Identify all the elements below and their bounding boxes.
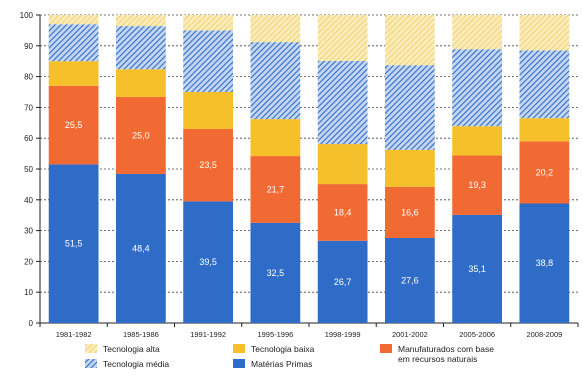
- bar-value-label: 27,6: [401, 275, 419, 285]
- bar-segment: [519, 50, 570, 119]
- bar-segment: [115, 69, 166, 97]
- bar-segment: [519, 118, 570, 142]
- bar-value-label: 48,4: [132, 243, 150, 253]
- legend-entry: Tecnologia alta: [85, 344, 160, 354]
- bar-segment: [48, 15, 99, 25]
- bar-segment: [48, 24, 99, 62]
- bar-segment: [183, 128, 234, 202]
- bar-value-label: 25,0: [132, 130, 150, 140]
- data-labels: 51,5 25,5 48,4 25,0 39,5 23,5 32,5 21,7 26,7 18,4…: [65, 120, 553, 287]
- legend-swatch: [233, 344, 245, 353]
- legend-label: Manufaturados com base: [398, 344, 494, 354]
- legend-label: Matérias Primas: [251, 359, 312, 369]
- x-tick-label: 2001-2002: [392, 330, 428, 339]
- y-tick-label: 100: [20, 11, 34, 20]
- bar-segment: [115, 173, 166, 323]
- bar-segment: [452, 49, 503, 127]
- legend-swatch: [85, 344, 97, 353]
- bar-value-label: 26,7: [334, 277, 352, 287]
- bar-value-label: 18,4: [334, 207, 352, 217]
- x-tick-label: 1981-1982: [56, 330, 92, 339]
- bar-segment: [183, 15, 234, 31]
- y-tick-label: 30: [24, 227, 33, 236]
- bar-value-label: 16,6: [401, 207, 419, 217]
- bar-segment: [250, 222, 301, 323]
- bar-segment: [317, 60, 368, 145]
- legend: Tecnologia alta Tecnologia baixa Manufatur…: [85, 344, 494, 369]
- bar-segment: [452, 155, 503, 215]
- bar-segment: [317, 184, 368, 241]
- legend-entry: Tecnologia baixa: [233, 344, 315, 354]
- legend-label: Tecnologia alta: [103, 344, 160, 354]
- bar-segment: [250, 156, 301, 223]
- y-tick-label: 90: [24, 42, 33, 51]
- bar-segment: [384, 186, 435, 238]
- legend-swatch: [380, 344, 392, 353]
- bar-segment: [250, 119, 301, 157]
- bar-value-label: 21,7: [267, 184, 285, 194]
- bar-segment: [519, 15, 570, 51]
- bar-segment: [384, 65, 435, 150]
- bar-segment: [452, 214, 503, 323]
- y-tick-label: 80: [24, 73, 33, 82]
- bar-segment: [183, 30, 234, 92]
- axes: 0 10 20 30 40 50 60 70 80 90 100 1981-1982 1985-1986…: [20, 11, 579, 339]
- y-tick-label: 10: [24, 288, 33, 297]
- x-tick-label: 2005-2006: [459, 330, 495, 339]
- bar-segment: [519, 141, 570, 204]
- y-tick-label: 40: [24, 196, 33, 205]
- bar-segment: [317, 240, 368, 323]
- x-tick-label: 1991-1992: [190, 330, 226, 339]
- bar-segment: [48, 85, 99, 165]
- bar-segment: [384, 149, 435, 187]
- bar-segment: [115, 26, 166, 70]
- legend-swatch: [233, 359, 245, 368]
- bar-segment: [384, 15, 435, 66]
- y-tick-label: 50: [24, 165, 33, 174]
- bar-value-label: 39,5: [199, 257, 217, 267]
- bar-value-label: 38,8: [536, 258, 554, 268]
- y-tick-label: 60: [24, 134, 33, 143]
- legend-swatch: [85, 359, 97, 368]
- legend-label: Tecnologia média: [103, 359, 169, 369]
- bar-segment: [452, 15, 503, 50]
- bar-segment: [384, 237, 435, 323]
- bar-value-label: 23,5: [199, 160, 217, 170]
- legend-label: Tecnologia baixa: [251, 344, 315, 354]
- x-tick-label: 2008-2009: [526, 330, 562, 339]
- bar-segment: [48, 164, 99, 323]
- bar-value-label: 25,5: [65, 120, 83, 130]
- bar-value-label: 32,5: [267, 268, 285, 278]
- bar-segment: [115, 96, 166, 174]
- bar-value-label: 20,2: [536, 167, 554, 177]
- bar-segment: [48, 61, 99, 86]
- bars: [48, 15, 570, 323]
- bar-segment: [250, 15, 301, 43]
- x-tick-label: 1985-1986: [123, 330, 159, 339]
- bar-segment: [183, 92, 234, 129]
- legend-label: em recursos naturais: [398, 354, 477, 364]
- bar-segment: [452, 126, 503, 156]
- bar-segment: [183, 201, 234, 323]
- y-tick-label: 70: [24, 103, 33, 112]
- y-tick-label: 0: [29, 319, 34, 328]
- bar-segment: [115, 15, 166, 27]
- bar-value-label: 19,3: [468, 180, 486, 190]
- x-tick-label: 1998-1999: [325, 330, 361, 339]
- x-tick-label: 1995-1996: [257, 330, 293, 339]
- bar-value-label: 51,5: [65, 239, 83, 249]
- legend-entry: Tecnologia média: [85, 359, 169, 369]
- legend-entry: Matérias Primas: [233, 359, 312, 369]
- y-tick-label: 20: [24, 257, 33, 266]
- bar-value-label: 35,1: [468, 264, 486, 274]
- bar-segment: [250, 42, 301, 120]
- bar-segment: [519, 203, 570, 323]
- bar-segment: [317, 144, 368, 185]
- bar-segment: [317, 15, 368, 61]
